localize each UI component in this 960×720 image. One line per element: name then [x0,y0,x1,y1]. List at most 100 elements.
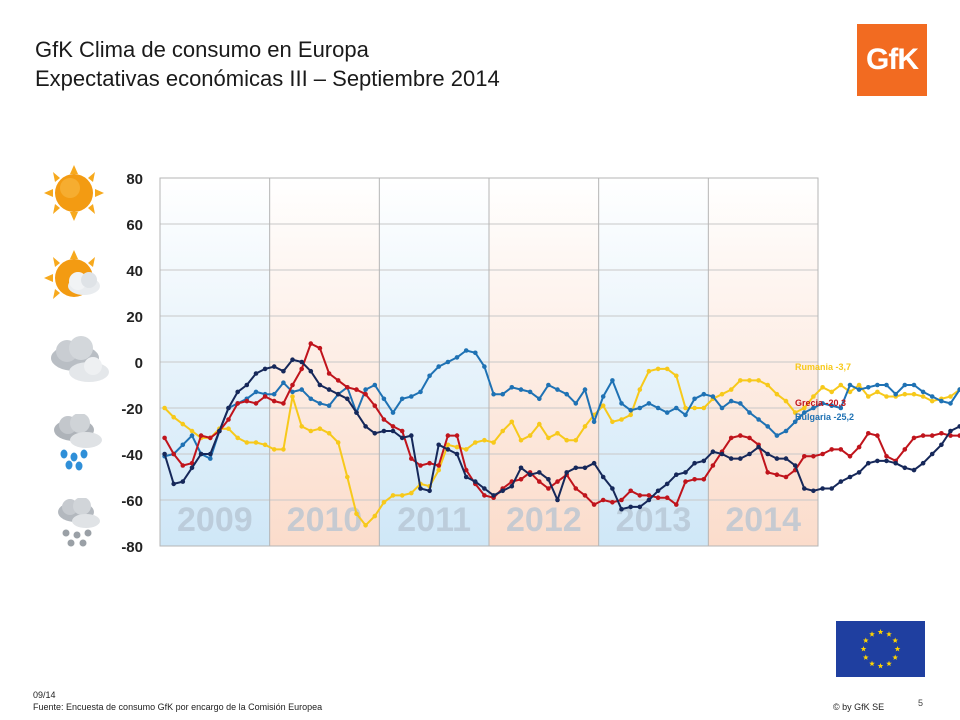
data-point [820,451,825,457]
data-point [463,467,469,473]
data-point [884,382,889,388]
data-point [290,357,295,363]
data-point [509,385,515,390]
page-title: GfK Clima de consumo en Europa Expectati… [35,35,500,93]
data-point [527,389,533,395]
data-point [948,394,953,399]
data-point [354,511,359,517]
data-point [847,474,853,480]
data-point [573,486,579,491]
data-point [418,463,423,468]
data-point [372,403,378,409]
data-point [454,451,460,457]
data-point [582,493,588,498]
data-point [317,382,323,388]
data-point [948,401,953,406]
data-point [326,403,332,409]
data-point [564,437,569,443]
rain-icon [54,414,102,471]
data-point [537,479,542,484]
data-point [719,391,725,397]
data-point [683,412,688,418]
data-point [372,513,378,519]
data-point [829,447,834,452]
data-point [208,435,213,441]
data-point [866,431,871,436]
data-point [866,460,871,466]
data-point [875,389,880,395]
data-point [774,472,780,478]
data-point [875,458,880,464]
data-point [783,474,789,480]
data-point [271,391,277,397]
data-point [381,428,387,434]
data-point [198,451,204,457]
data-point [271,447,277,452]
eu-star-icon [877,663,884,669]
data-point [299,366,305,372]
data-point [546,382,551,388]
data-point [564,391,569,397]
data-point [738,378,743,383]
data-point [262,442,268,448]
data-point [573,465,579,471]
data-point [619,417,624,422]
data-point [829,403,834,409]
data-point [463,348,469,353]
cloud-icon [51,336,109,382]
data-point [564,470,569,475]
data-point [463,447,469,452]
data-point [683,470,688,475]
data-point [674,472,679,478]
data-point [637,387,643,392]
data-point [418,486,423,491]
data-point [591,419,597,425]
data-point [765,470,770,475]
data-point [189,465,195,471]
data-point [518,465,524,471]
data-point [271,364,277,369]
eu-star-icon [869,631,875,637]
data-point [692,396,697,402]
data-point [911,435,917,441]
year-label: 2010 [287,501,363,539]
data-point [957,387,960,392]
data-point [811,454,816,459]
data-point [902,447,908,452]
data-point [335,391,341,397]
y-tick-label: -80 [121,539,143,556]
data-point [600,474,606,480]
data-point [399,493,405,498]
data-point [537,421,542,427]
data-point [939,431,944,436]
data-point [381,500,387,505]
data-point [911,467,917,473]
data-point [610,419,615,425]
data-point [555,387,560,392]
data-point [856,382,862,388]
data-point [244,398,250,404]
data-point [728,456,734,461]
data-point [957,424,960,429]
gfk-logo: GfK [857,24,927,96]
data-point [600,403,606,409]
data-point [473,350,478,356]
data-point [774,391,780,397]
data-point [482,364,487,369]
data-point [162,435,167,441]
data-point [363,391,368,397]
data-point [537,396,542,402]
data-point [399,396,405,402]
data-point [811,405,816,411]
data-point [655,495,661,501]
y-tick-label: 0 [135,355,143,372]
data-point [591,460,597,466]
data-point [244,440,250,445]
data-point [701,391,707,397]
data-point [372,431,378,436]
data-point [756,378,761,383]
data-point [537,470,542,475]
data-point [171,414,176,420]
data-point [189,433,195,438]
data-point [728,398,734,404]
